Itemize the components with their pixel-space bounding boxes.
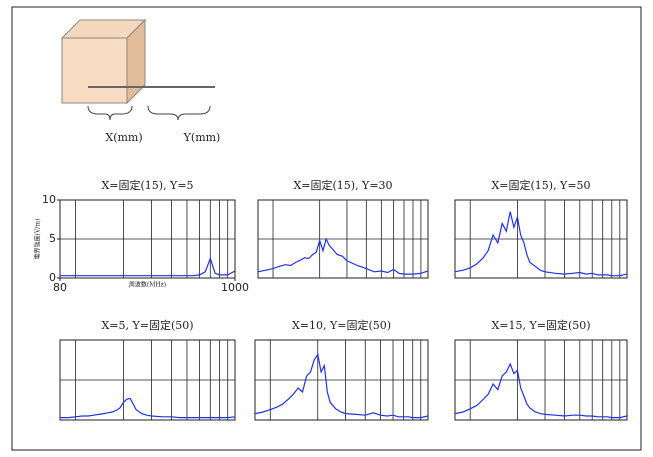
chart-title: X=固定(15), Y=30	[293, 178, 392, 192]
x-tick-label: 80	[53, 281, 67, 294]
page: X(mm) Y(mm) X=固定(15), Y=50 5 10 80 1000 周波数(M…	[0, 0, 653, 457]
chart-title: X=15, Y=固定(50)	[491, 318, 590, 332]
chart-title: X=固定(15), Y=5	[101, 178, 193, 192]
chart-title: X=10, Y=固定(50)	[292, 318, 391, 332]
chart-title: X=5, Y=固定(50)	[101, 318, 193, 332]
cube-front	[62, 38, 127, 103]
y-label: Y(mm)	[183, 131, 221, 144]
chart-title: X=固定(15), Y=50	[491, 178, 590, 192]
y-axis-label: 電界強度(V/m)	[34, 219, 42, 260]
y-tick-label: 5	[49, 232, 56, 245]
x-axis-label: 周波数(MHz)	[129, 281, 166, 289]
x-label: X(mm)	[105, 131, 142, 144]
x-tick-label: 1000	[221, 281, 249, 294]
slide: X(mm) Y(mm) X=固定(15), Y=50 5 10 80 1000 周波数(M…	[0, 0, 653, 457]
y-tick-label: 10	[42, 193, 56, 206]
